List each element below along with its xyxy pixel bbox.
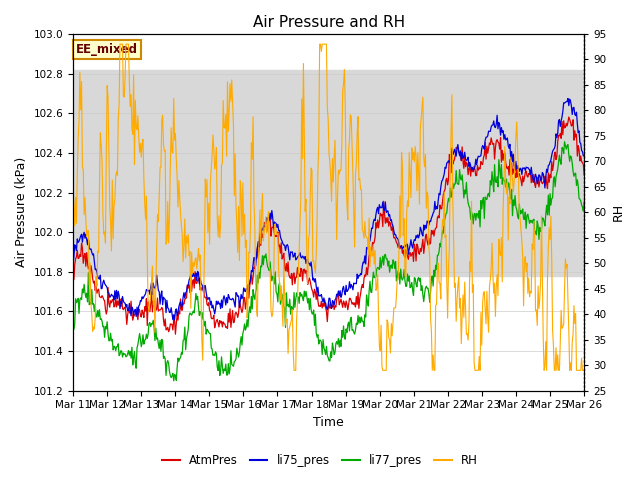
X-axis label: Time: Time <box>313 416 344 429</box>
Bar <box>73 70 584 276</box>
Title: Air Pressure and RH: Air Pressure and RH <box>253 15 404 30</box>
Legend: AtmPres, li75_pres, li77_pres, RH: AtmPres, li75_pres, li77_pres, RH <box>157 449 483 472</box>
Text: EE_mixed: EE_mixed <box>76 43 138 56</box>
Y-axis label: Air Pressure (kPa): Air Pressure (kPa) <box>15 157 28 267</box>
Y-axis label: RH: RH <box>612 203 625 221</box>
